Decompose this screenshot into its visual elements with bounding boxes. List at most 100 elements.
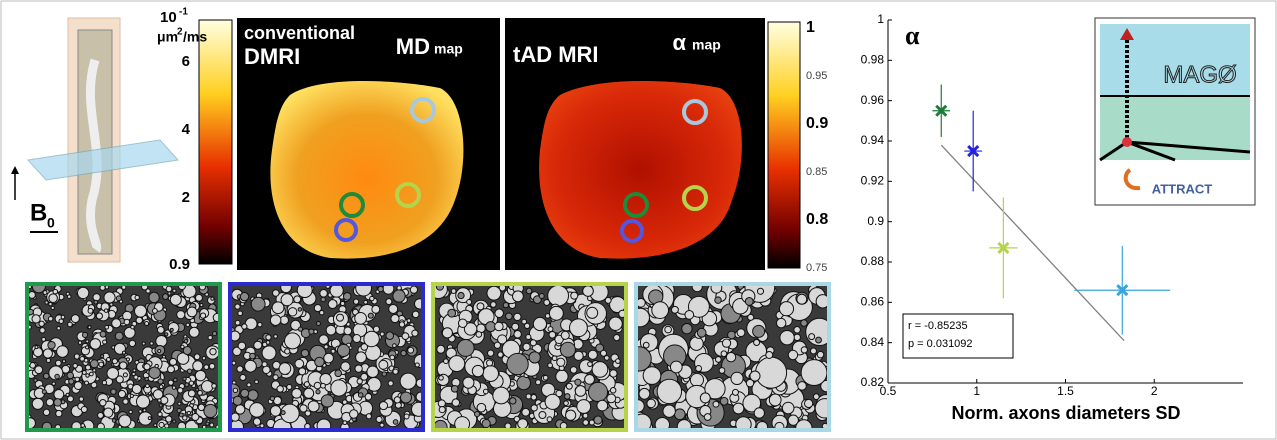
axon: [270, 406, 280, 416]
axon: [281, 411, 285, 415]
axon: [674, 409, 685, 420]
axon: [750, 371, 760, 381]
y-tick-label: 0.92: [861, 174, 885, 188]
axon: [458, 319, 467, 328]
alpha-colorbar-tick: 0.85: [806, 166, 827, 178]
axon: [39, 321, 44, 326]
axon: [355, 365, 362, 372]
axon: [56, 410, 62, 416]
axon: [136, 317, 142, 323]
axon: [766, 351, 773, 358]
axon: [43, 409, 49, 415]
axon: [57, 346, 69, 358]
axon: [198, 391, 203, 396]
axon: [179, 413, 183, 417]
axon: [177, 311, 185, 319]
axon: [69, 379, 74, 384]
logo-attract: ATTRACT: [1152, 181, 1212, 196]
y-tick-label: 0.94: [861, 133, 885, 147]
axon: [68, 322, 73, 327]
axon: [105, 286, 108, 289]
y-tick-label: 0.84: [861, 335, 885, 349]
axon: [168, 292, 171, 295]
axon: [560, 342, 575, 357]
x-tick-label: 1: [973, 384, 980, 398]
axon: [294, 296, 301, 303]
axon: [78, 341, 81, 344]
axon: [390, 355, 395, 360]
axon: [93, 294, 100, 301]
y-tick-label: 0.96: [861, 93, 885, 107]
axon: [488, 350, 494, 356]
axon: [279, 363, 291, 375]
y-axis-label: α: [905, 21, 920, 50]
axon: [231, 413, 239, 421]
axon: [262, 346, 276, 360]
axon: [367, 366, 379, 378]
micrograph: [226, 279, 428, 437]
axon: [321, 383, 326, 388]
axon: [238, 342, 246, 350]
axon: [393, 290, 405, 302]
alpha-colorbar-tick: 0.95: [806, 70, 827, 82]
axon: [549, 306, 563, 320]
axon: [156, 335, 167, 346]
axon: [165, 424, 169, 428]
axon: [142, 342, 145, 345]
axon: [442, 328, 452, 338]
axon: [131, 325, 135, 329]
axon: [194, 354, 200, 360]
axon: [477, 403, 486, 412]
axon: [146, 289, 150, 293]
axon: [35, 366, 43, 374]
b0-subscript: 0: [47, 215, 55, 231]
axon: [610, 388, 616, 394]
axon: [548, 327, 553, 332]
axon: [337, 344, 349, 356]
axon: [564, 401, 569, 406]
axon: [308, 401, 319, 412]
axon: [116, 296, 121, 301]
axon: [75, 377, 79, 381]
axon: [733, 403, 744, 414]
unit-per: /ms: [183, 29, 207, 45]
micrograph: [429, 280, 628, 435]
axon: [285, 349, 290, 354]
axon: [111, 389, 116, 394]
axon: [575, 386, 586, 397]
axon: [273, 375, 278, 380]
axon: [472, 365, 483, 376]
axon: [779, 302, 793, 316]
axon: [601, 350, 607, 356]
axon: [187, 307, 197, 317]
axon: [304, 388, 314, 398]
axon: [42, 337, 46, 341]
axon: [731, 372, 743, 384]
axon: [277, 386, 283, 392]
axon: [353, 335, 361, 343]
axon: [33, 348, 42, 357]
axon: [451, 289, 456, 294]
axon: [42, 390, 46, 394]
y-tick-label: 0.98: [861, 53, 885, 67]
axon: [610, 370, 617, 377]
unit: μm: [157, 29, 178, 45]
axon: [592, 362, 608, 378]
axon: [588, 350, 597, 359]
alpha-colorbar-tick: 1: [806, 19, 815, 36]
axon: [376, 416, 382, 422]
alpha-colorbar-tick: 0.9: [806, 115, 828, 132]
axon: [86, 365, 91, 370]
md-title2: DMRI: [244, 44, 300, 69]
axon: [379, 402, 387, 410]
axon: [315, 357, 324, 366]
axon: [48, 341, 55, 348]
axon: [235, 405, 244, 414]
axon: [93, 369, 96, 372]
axon: [399, 322, 404, 327]
axon: [262, 362, 267, 367]
axon: [386, 332, 394, 340]
axon: [88, 326, 91, 329]
axon: [298, 308, 302, 312]
axon: [212, 384, 217, 389]
